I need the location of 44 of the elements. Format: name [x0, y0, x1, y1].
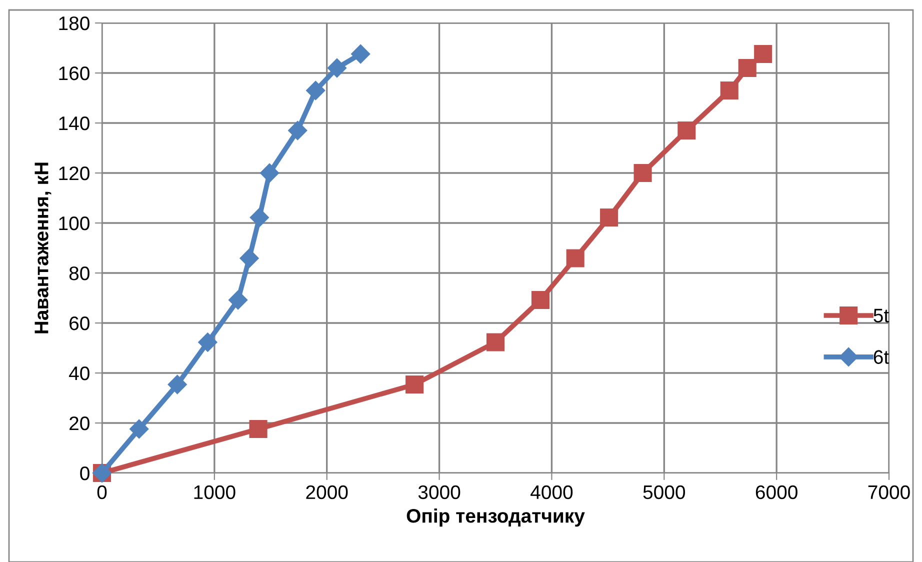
y-tick-label: 160: [59, 66, 90, 80]
point: [531, 290, 550, 310]
x-tick-label: 5000: [643, 485, 686, 500]
point: [228, 290, 248, 310]
x-tick-label: 2000: [306, 485, 348, 500]
point: [486, 333, 505, 352]
point: [720, 81, 738, 100]
point: [600, 208, 618, 227]
x-tick-label: 0: [97, 485, 107, 500]
point: [249, 420, 268, 438]
y-tick-label: 80: [69, 266, 90, 280]
y-tick-label: 140: [59, 116, 90, 130]
point: [240, 248, 259, 268]
x-tick-label: 6000: [756, 485, 798, 500]
point: [754, 44, 772, 64]
y-tick-label: 60: [70, 316, 90, 330]
point: [566, 249, 584, 268]
point: [678, 121, 696, 140]
y-tick-label: 0: [80, 466, 90, 480]
point: [288, 120, 308, 140]
x-axis-title: Опір тензодатчику: [406, 508, 585, 527]
point: [250, 208, 269, 228]
y-tick-label: 120: [59, 166, 90, 180]
point: [406, 375, 424, 394]
y-axis-title: Навантаження, кН: [34, 162, 52, 334]
x-tick-label: 3000: [418, 485, 460, 500]
point: [634, 164, 652, 182]
point: [168, 374, 187, 394]
point: [351, 44, 370, 64]
x-tick-label: 1000: [194, 485, 236, 500]
x-tick-label: 4000: [530, 485, 573, 500]
y-tick-label: 180: [59, 16, 90, 30]
y-tick-label: 20: [70, 416, 90, 430]
legend-label: 6t: [874, 350, 889, 364]
y-tick-label: 100: [59, 216, 90, 230]
point: [260, 163, 280, 183]
x-tick-label: 7000: [868, 485, 910, 500]
point: [306, 80, 326, 100]
y-tick-label: 40: [69, 366, 90, 380]
point: [327, 58, 347, 78]
point: [130, 419, 149, 439]
point: [738, 58, 756, 78]
legend-label: 5t: [874, 308, 889, 322]
point: [198, 332, 218, 352]
